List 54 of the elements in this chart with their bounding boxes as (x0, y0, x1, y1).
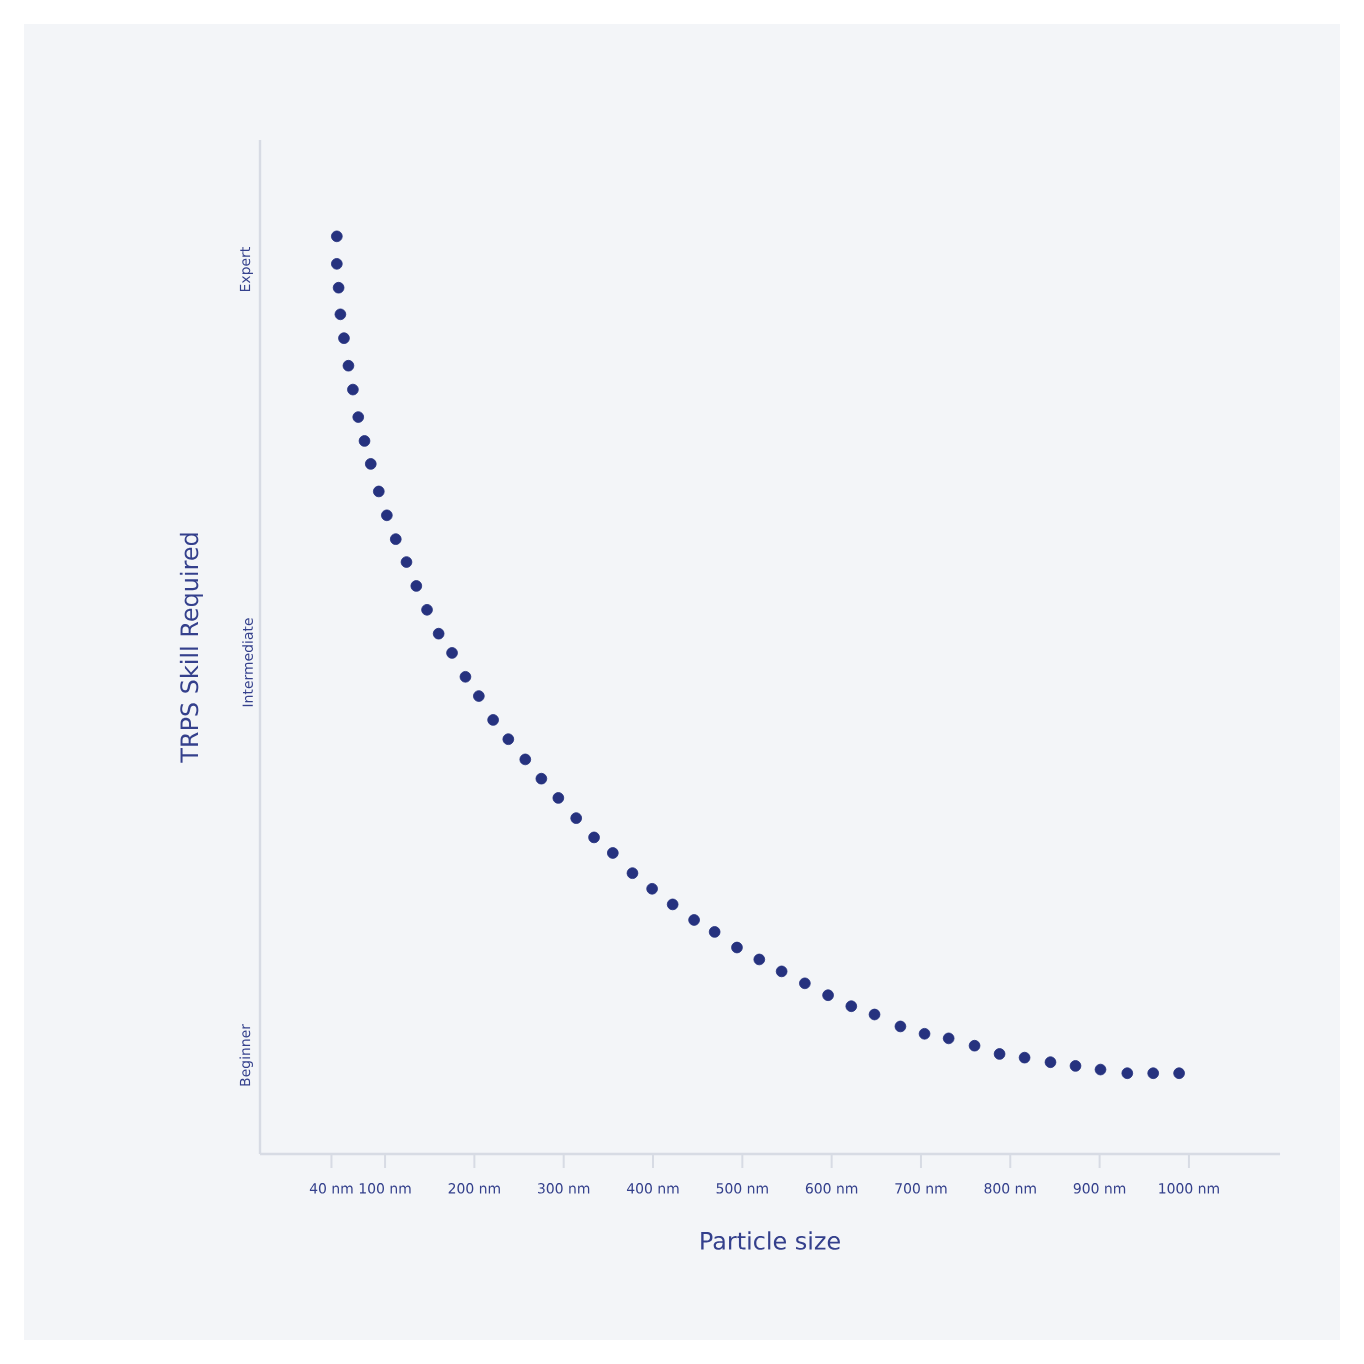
point (918, 1027, 931, 1040)
y-axis-title: TRPS Skill Required (179, 533, 203, 763)
point (894, 1020, 907, 1033)
point (588, 831, 600, 844)
point (845, 1000, 858, 1013)
point (334, 308, 347, 321)
point (373, 485, 385, 498)
point (519, 753, 532, 766)
point (1018, 1051, 1031, 1064)
point (1069, 1060, 1082, 1072)
point (942, 1032, 955, 1045)
point (389, 533, 402, 545)
point (446, 647, 458, 659)
point (1173, 1067, 1185, 1080)
point (646, 882, 658, 895)
point (473, 690, 485, 702)
point (626, 867, 639, 879)
point (552, 792, 565, 804)
point (364, 458, 377, 470)
point (338, 332, 350, 344)
point (400, 556, 413, 568)
point (822, 989, 834, 1002)
point (381, 509, 393, 522)
point (1147, 1067, 1159, 1080)
point (459, 671, 472, 683)
point (753, 953, 766, 966)
point (775, 965, 788, 978)
point (799, 977, 811, 990)
x-axis-title: Particle size (701, 1231, 840, 1250)
point (535, 772, 548, 785)
point (342, 359, 355, 372)
point (352, 411, 365, 423)
point (502, 733, 515, 746)
point (487, 714, 499, 726)
point (666, 898, 679, 911)
point (347, 383, 359, 396)
point (410, 580, 423, 592)
point (331, 258, 343, 270)
point (332, 281, 345, 294)
point (688, 914, 700, 926)
point (432, 627, 445, 640)
point (570, 812, 582, 824)
point (331, 230, 343, 243)
point (358, 435, 371, 447)
point (421, 604, 433, 616)
point (968, 1039, 981, 1052)
point (1044, 1056, 1057, 1069)
point (993, 1048, 1006, 1060)
point (1094, 1063, 1107, 1076)
point (607, 847, 619, 859)
point (868, 1008, 881, 1021)
point (708, 926, 721, 938)
point (1121, 1067, 1134, 1080)
point (731, 941, 743, 954)
